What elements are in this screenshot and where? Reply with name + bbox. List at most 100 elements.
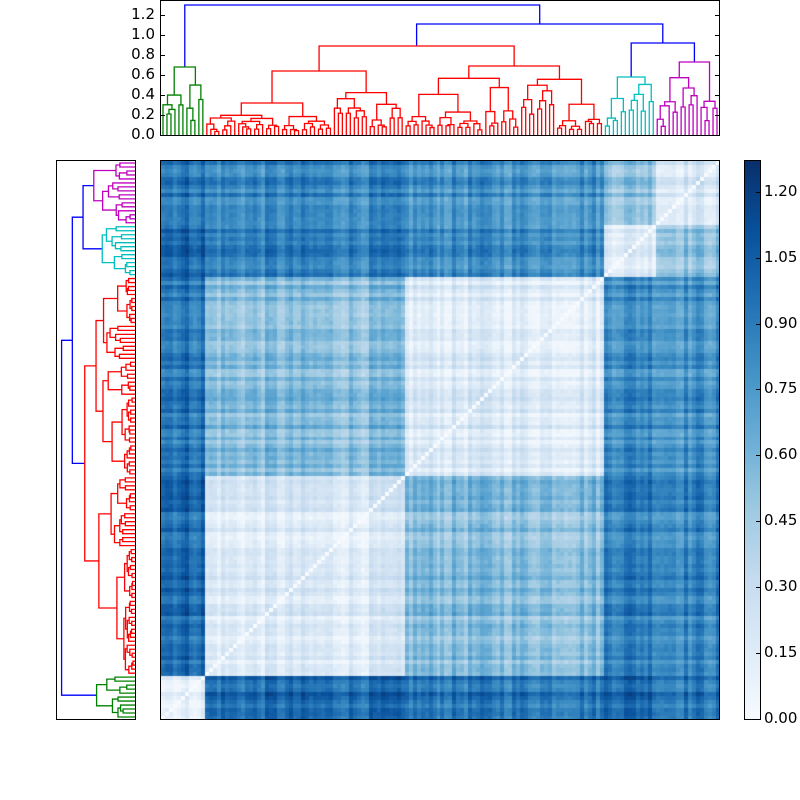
- dendrogram-link: [445, 125, 451, 135]
- dendrogram-link: [93, 169, 116, 202]
- dendrogram-link: [345, 112, 351, 135]
- dendrogram-link: [130, 409, 135, 415]
- left-dendrogram-plot: [60, 162, 135, 718]
- ytick-mark: [715, 115, 719, 116]
- dendrogram-link: [485, 110, 496, 135]
- dendrogram-link: [584, 120, 593, 135]
- dendrogram-link: [128, 461, 135, 467]
- dendrogram-link: [119, 479, 126, 489]
- dendrogram-link: [166, 113, 172, 135]
- dendrogram-link: [127, 633, 135, 642]
- dendrogram-link: [106, 678, 120, 691]
- dendrogram-link: [110, 492, 118, 535]
- dendrogram-link: [117, 483, 127, 504]
- dendrogram-link: [463, 120, 478, 124]
- dendrogram-link: [256, 123, 264, 135]
- dendrogram-link: [128, 550, 132, 561]
- dendrogram-link: [130, 445, 135, 451]
- dendrogram-link: [126, 170, 135, 176]
- dendrogram-link: [130, 317, 135, 324]
- dendrogram-link: [118, 172, 135, 180]
- dendrogram-link: [588, 122, 595, 135]
- dendrogram-link: [369, 125, 375, 135]
- dendrogram-link: [437, 124, 443, 135]
- dendrogram-link: [128, 616, 135, 624]
- dendrogram-link: [250, 117, 274, 126]
- dendrogram-link: [682, 87, 695, 108]
- dendrogram-link: [536, 78, 583, 105]
- dendrogram-link: [114, 347, 124, 357]
- dendrogram-link: [123, 617, 126, 660]
- dendrogram-link: [129, 385, 135, 391]
- dendrogram-link: [265, 128, 272, 135]
- dendrogram-link: [102, 380, 113, 443]
- dendrogram-link: [293, 129, 300, 135]
- dendrogram-link: [198, 98, 204, 135]
- dendrogram-link: [178, 104, 184, 135]
- dendrogram-link: [347, 107, 361, 114]
- ytick-mark: [161, 115, 165, 116]
- dendrogram-link: [336, 98, 355, 109]
- dendrogram-link: [596, 123, 603, 135]
- dendrogram-link: [587, 118, 601, 124]
- dendrogram-link: [468, 65, 561, 80]
- dendrogram-link: [120, 515, 126, 525]
- dendrogram-link: [703, 100, 716, 109]
- ytick-mark: [715, 15, 719, 16]
- dendrogram-link: [184, 4, 541, 67]
- top-dendrogram-ytick-label: 0.8: [131, 45, 155, 63]
- dendrogram-link: [128, 447, 135, 455]
- dendrogram-link: [129, 429, 135, 435]
- dendrogram-link: [281, 128, 288, 135]
- dendrogram-link: [117, 325, 135, 332]
- dendrogram-link: [353, 117, 359, 135]
- colorbar: [744, 160, 761, 720]
- colorbar-tick-label: 0.60: [764, 445, 798, 464]
- ytick-mark: [715, 95, 719, 96]
- dendrogram-link: [129, 648, 135, 656]
- dendrogram-link: [238, 123, 247, 135]
- dendrogram-link: [630, 99, 638, 135]
- dendrogram-link: [120, 366, 128, 377]
- dendrogram-link: [124, 477, 135, 483]
- dendrogram-link: [129, 505, 135, 511]
- dendrogram-link: [123, 562, 130, 592]
- dendrogram-link: [82, 184, 103, 250]
- dendrogram-link: [126, 644, 135, 653]
- dendrogram-link: [117, 285, 127, 312]
- dendrogram-link: [704, 120, 710, 135]
- dendrogram-link: [119, 519, 123, 533]
- dendrogram-link: [125, 363, 135, 371]
- dendrogram-link: [509, 118, 517, 135]
- dendrogram-link: [131, 305, 135, 312]
- dendrogram-link: [132, 660, 135, 666]
- colorbar-tick-label: 0.00: [764, 709, 798, 727]
- dendrogram-link: [105, 228, 117, 242]
- ytick-mark: [161, 15, 165, 16]
- dendrogram-link: [131, 592, 135, 599]
- dendrogram-link: [246, 128, 252, 135]
- dendrogram-link: [114, 676, 135, 682]
- dendrogram-link: [127, 381, 135, 389]
- dendrogram-link: [173, 66, 197, 96]
- dendrogram-link: [548, 104, 555, 135]
- dendrogram-link: [527, 84, 548, 100]
- dendrogram-link: [124, 428, 130, 441]
- dendrogram-link: [107, 371, 122, 391]
- dendrogram-link: [84, 365, 99, 562]
- ytick-mark: [715, 135, 719, 136]
- dendrogram-link: [656, 118, 664, 135]
- dendrogram-link: [210, 128, 218, 135]
- dendrogram-link: [303, 122, 314, 130]
- dendrogram-link: [333, 107, 342, 135]
- colorbar-tick-mark: [756, 323, 760, 325]
- dendrogram-link: [214, 130, 220, 135]
- dendrogram-link: [604, 125, 611, 135]
- ytick-mark: [715, 35, 719, 36]
- dendrogram-link: [638, 83, 652, 102]
- dendrogram-link: [126, 554, 130, 573]
- colorbar-tick-label: 0.75: [764, 379, 798, 398]
- dendrogram-link: [121, 202, 135, 208]
- dendrogram-link: [126, 684, 135, 690]
- dendrogram-link: [102, 297, 118, 344]
